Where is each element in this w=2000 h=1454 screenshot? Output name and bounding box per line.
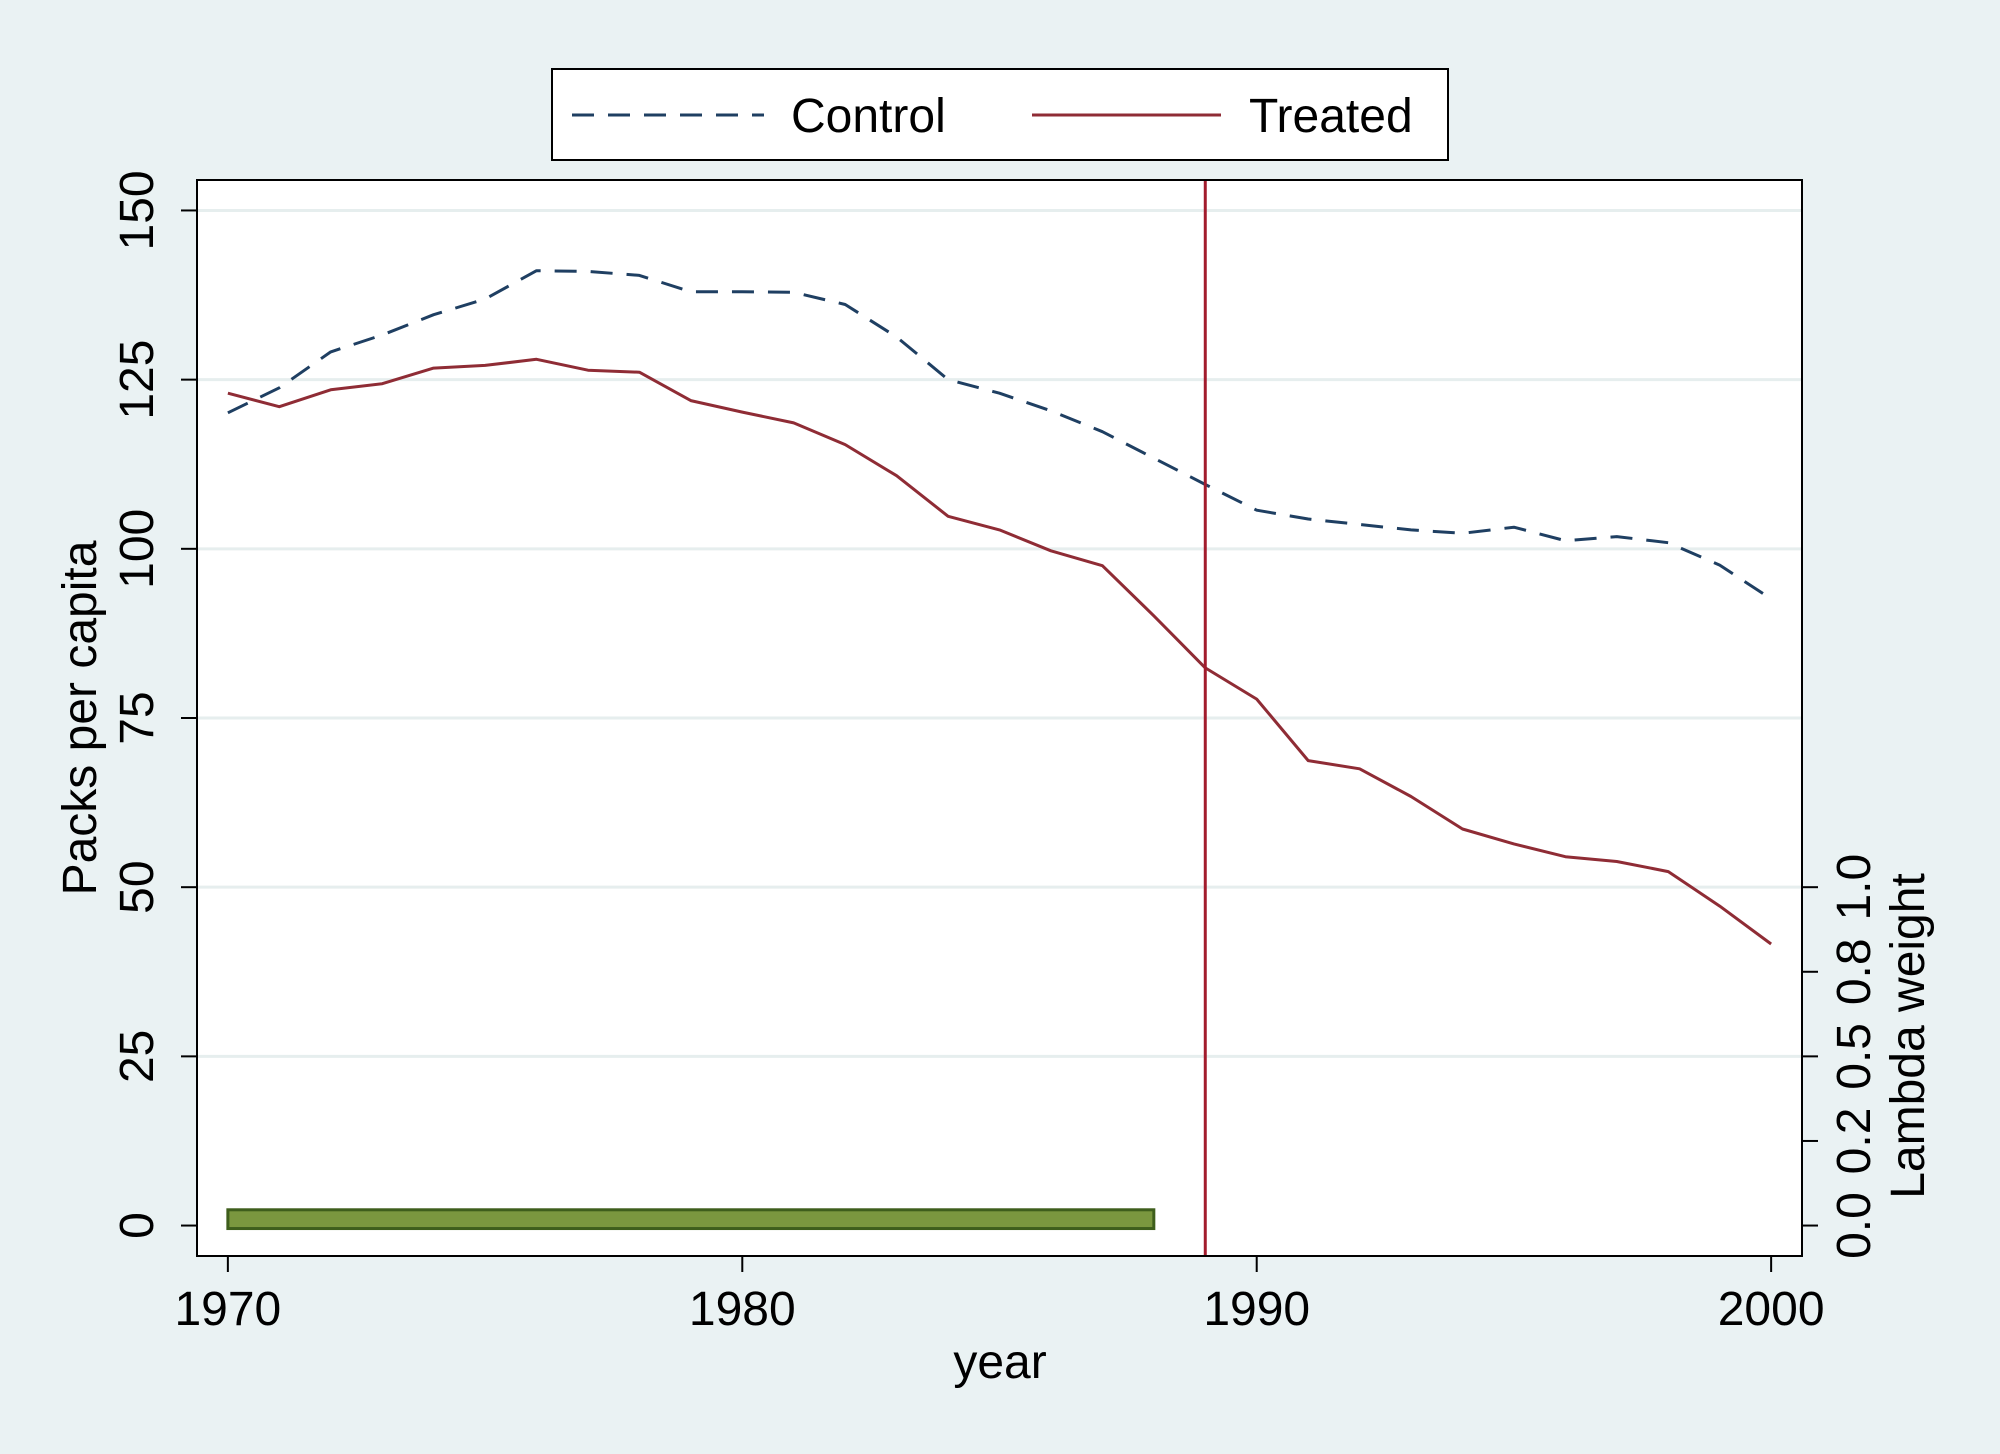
y2-tick-label-2: 0.5 [1828, 1023, 1881, 1090]
y2-tick-label-3: 0.8 [1828, 938, 1881, 1005]
x-tick-label-1970: 1970 [174, 1283, 281, 1336]
x-tick-label-1990: 1990 [1203, 1283, 1310, 1336]
y2-tick-label-4: 1.0 [1828, 854, 1881, 921]
y-tick-label-125: 125 [111, 340, 164, 420]
y-axis-title: Packs per capita [54, 540, 107, 895]
y-tick-label-50: 50 [111, 860, 164, 913]
series-line-treated [227, 357, 1772, 946]
lambda-weight-bar [226, 1208, 1156, 1231]
lambda-weight-layer [226, 1208, 1156, 1231]
series-line-control [227, 269, 1772, 601]
legend-label-treated: Treated [1249, 90, 1413, 143]
legend-label-control: Control [791, 90, 946, 143]
gridlines [197, 208, 1802, 1058]
x-axis-title: year [953, 1336, 1046, 1389]
x-tick-label-1980: 1980 [689, 1283, 796, 1336]
y-tick-label-25: 25 [111, 1030, 164, 1083]
y-tick-label-75: 75 [111, 691, 164, 744]
y2-axis-title: Lambda weight [1882, 873, 1935, 1199]
y2-tick-label-1: 0.2 [1828, 1108, 1881, 1175]
x-tick-label-2000: 2000 [1718, 1283, 1825, 1336]
series-layer [227, 269, 1772, 946]
y-tick-label-0: 0 [111, 1212, 164, 1239]
y2-tick-label-0: 0.0 [1828, 1192, 1881, 1259]
y-tick-label-150: 150 [111, 170, 164, 250]
y-tick-label-100: 100 [111, 509, 164, 589]
legend: Control Treated [551, 68, 1449, 161]
